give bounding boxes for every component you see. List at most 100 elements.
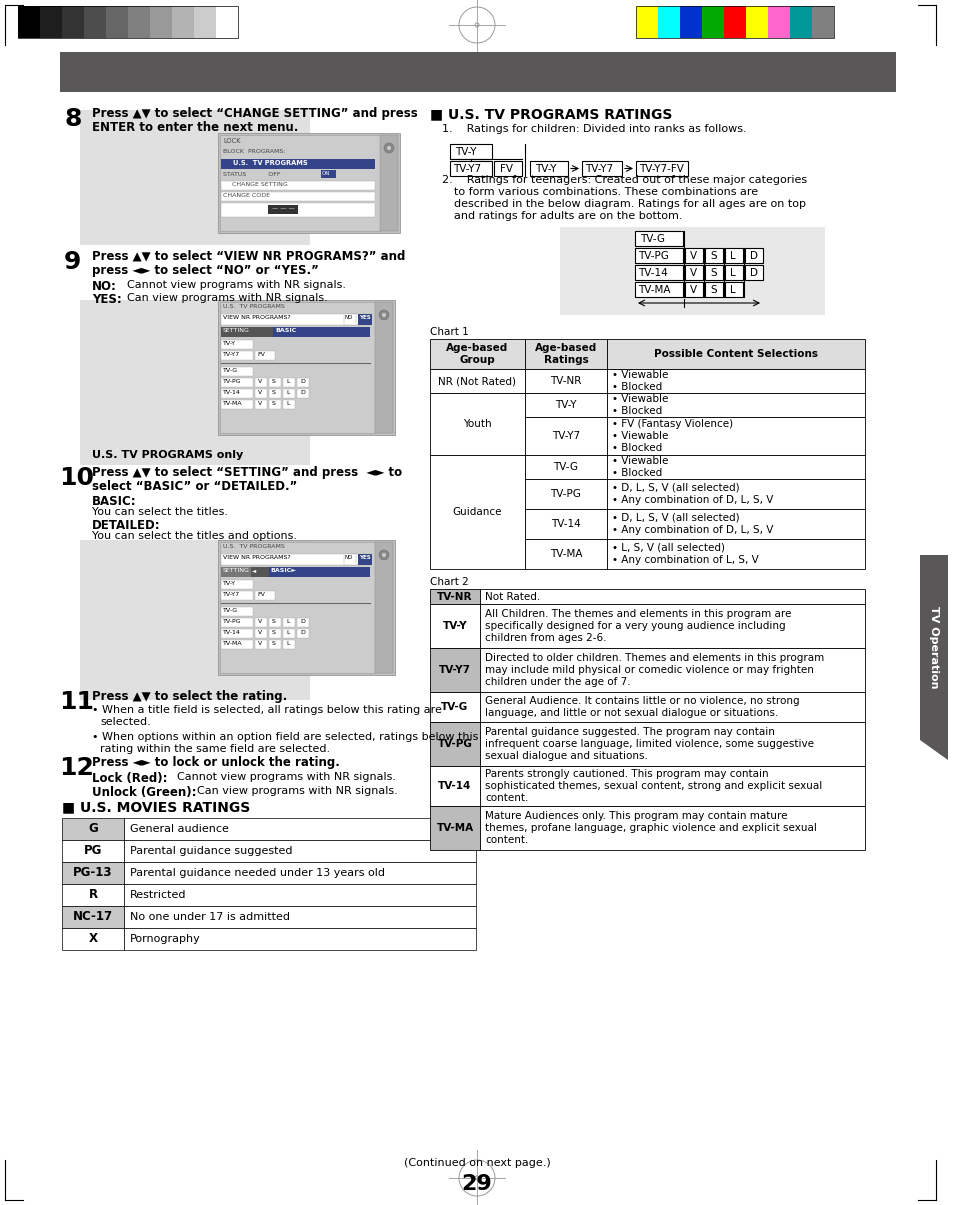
Bar bbox=[254, 590, 274, 600]
Text: VIEW NR PROGRAMS?: VIEW NR PROGRAMS? bbox=[223, 315, 291, 321]
Text: General audience: General audience bbox=[130, 824, 229, 834]
Bar bbox=[124, 840, 476, 862]
Bar bbox=[221, 378, 253, 387]
Text: and ratings for adults are on the bottom.: and ratings for adults are on the bottom… bbox=[454, 211, 681, 221]
Bar bbox=[524, 480, 606, 509]
Bar bbox=[218, 133, 399, 233]
Text: V: V bbox=[689, 251, 697, 261]
Bar bbox=[450, 161, 492, 176]
Text: Parents strongly cautioned. This program may contain
sophisticated themes, sexua: Parents strongly cautioned. This program… bbox=[484, 769, 821, 804]
Text: Age-based
Ratings: Age-based Ratings bbox=[535, 343, 597, 365]
Text: • FV (Fantasy Violence)
• Viewable
• Blocked: • FV (Fantasy Violence) • Viewable • Blo… bbox=[612, 418, 732, 453]
Text: L: L bbox=[729, 286, 735, 295]
Text: Press ◄► to lock or unlock the rating.: Press ◄► to lock or unlock the rating. bbox=[91, 756, 339, 769]
Text: TV-14: TV-14 bbox=[551, 519, 580, 529]
Bar bbox=[62, 818, 124, 840]
Bar bbox=[789, 6, 811, 39]
Bar bbox=[215, 6, 237, 39]
Text: S: S bbox=[709, 286, 716, 295]
Bar bbox=[254, 640, 267, 649]
Bar bbox=[684, 265, 702, 280]
Text: TV-PG: TV-PG bbox=[437, 739, 472, 750]
Text: TV-PG: TV-PG bbox=[223, 619, 241, 624]
Text: SETTING: SETTING bbox=[223, 568, 250, 574]
Text: • Viewable
• Blocked: • Viewable • Blocked bbox=[612, 455, 668, 478]
Bar bbox=[62, 6, 84, 39]
Bar bbox=[221, 181, 375, 190]
Text: YES: YES bbox=[358, 556, 371, 560]
Text: ■ U.S. MOVIES RATINGS: ■ U.S. MOVIES RATINGS bbox=[62, 800, 250, 815]
Bar bbox=[84, 6, 106, 39]
Text: V: V bbox=[257, 641, 262, 646]
Bar bbox=[269, 629, 281, 637]
Bar bbox=[636, 6, 833, 39]
Bar bbox=[221, 607, 253, 616]
Text: S: S bbox=[272, 401, 275, 406]
Text: rating within the same field are selected.: rating within the same field are selecte… bbox=[100, 743, 330, 754]
Bar bbox=[221, 192, 375, 201]
Text: Press ▲▼ to select the rating.: Press ▲▼ to select the rating. bbox=[91, 690, 287, 703]
Bar bbox=[606, 480, 864, 509]
Text: LOCK: LOCK bbox=[223, 139, 240, 145]
Bar bbox=[283, 618, 294, 627]
Text: L: L bbox=[729, 251, 735, 261]
Text: NO:: NO: bbox=[91, 280, 117, 293]
Bar bbox=[172, 6, 193, 39]
Bar bbox=[724, 282, 742, 296]
Bar bbox=[253, 568, 267, 577]
Text: NR (Not Rated): NR (Not Rated) bbox=[438, 376, 516, 386]
Bar bbox=[320, 170, 335, 178]
Text: TV-Y: TV-Y bbox=[442, 621, 467, 631]
Bar bbox=[218, 300, 395, 435]
Bar bbox=[811, 6, 833, 39]
Text: L: L bbox=[286, 619, 289, 624]
Bar bbox=[744, 248, 762, 263]
Text: DETAILED:: DETAILED: bbox=[91, 519, 160, 531]
Text: 2.    Ratings for teenagers: Created out of these major categories: 2. Ratings for teenagers: Created out of… bbox=[441, 175, 806, 186]
Bar bbox=[635, 248, 682, 263]
Text: TV-Y7: TV-Y7 bbox=[223, 592, 240, 596]
Text: ON: ON bbox=[322, 171, 330, 176]
Text: TV-NR: TV-NR bbox=[436, 592, 473, 601]
Bar bbox=[124, 928, 476, 950]
Text: L: L bbox=[286, 630, 289, 635]
Text: TV-14: TV-14 bbox=[437, 781, 471, 790]
Bar bbox=[62, 862, 124, 884]
Bar bbox=[283, 400, 294, 408]
Text: TV-Y7: TV-Y7 bbox=[223, 352, 240, 357]
Bar bbox=[221, 568, 370, 577]
Bar bbox=[296, 389, 309, 398]
Text: ◄: ◄ bbox=[252, 568, 256, 574]
Text: D: D bbox=[749, 251, 758, 261]
Text: 9: 9 bbox=[64, 249, 81, 274]
Text: BASIC:: BASIC: bbox=[91, 495, 136, 509]
Bar bbox=[375, 302, 393, 433]
Text: YES:: YES: bbox=[91, 293, 122, 306]
Text: Cannot view programs with NR signals.: Cannot view programs with NR signals. bbox=[177, 772, 395, 782]
Bar bbox=[479, 806, 864, 850]
Bar bbox=[635, 265, 682, 280]
Circle shape bbox=[387, 146, 391, 149]
Text: V: V bbox=[689, 268, 697, 278]
Text: 12: 12 bbox=[59, 756, 93, 780]
Text: — — —: — — — bbox=[272, 206, 294, 211]
Bar bbox=[254, 400, 267, 408]
Bar bbox=[150, 6, 172, 39]
Text: TV-Y: TV-Y bbox=[223, 581, 236, 586]
Text: TV-14: TV-14 bbox=[223, 630, 240, 635]
Bar bbox=[124, 818, 476, 840]
Bar bbox=[124, 906, 476, 928]
Text: select “BASIC” or “DETAILED.”: select “BASIC” or “DETAILED.” bbox=[91, 480, 297, 493]
Bar bbox=[479, 604, 864, 648]
Text: Not Rated.: Not Rated. bbox=[484, 592, 539, 601]
Text: Restricted: Restricted bbox=[130, 890, 186, 900]
Text: TV-Y: TV-Y bbox=[223, 341, 236, 346]
Text: L: L bbox=[286, 380, 289, 384]
Text: TV-NR: TV-NR bbox=[550, 376, 581, 386]
Text: D: D bbox=[299, 390, 305, 395]
Bar bbox=[606, 539, 864, 569]
Bar bbox=[221, 640, 253, 649]
Bar bbox=[704, 248, 722, 263]
Bar bbox=[221, 590, 253, 600]
Text: Chart 1: Chart 1 bbox=[430, 327, 468, 337]
